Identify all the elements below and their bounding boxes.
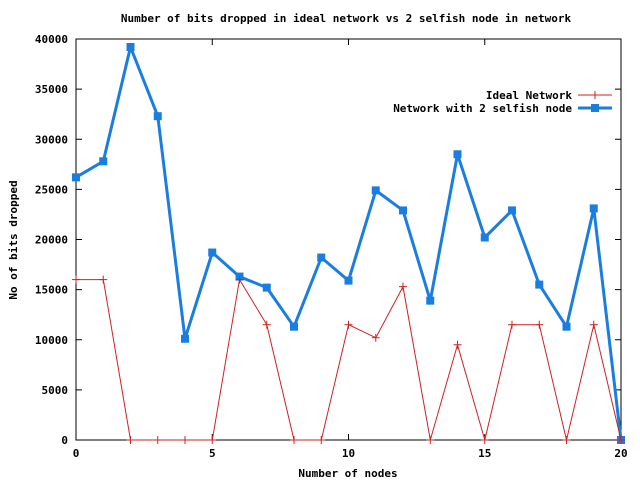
data-point-plus (589, 320, 598, 329)
data-point-plus (153, 436, 162, 444)
data-point-plus (617, 436, 625, 444)
y-tick-label: 5000 (42, 384, 69, 397)
data-point-plus (235, 275, 244, 284)
data-point-plus (317, 436, 326, 444)
y-tick-label: 40000 (35, 33, 68, 46)
data-point-square (371, 186, 380, 195)
series-layer (72, 43, 625, 444)
x-tick-label: 0 (73, 447, 80, 460)
data-point-plus (208, 436, 217, 444)
data-point-square (153, 112, 162, 121)
data-point-square (317, 253, 326, 262)
y-tick-label: 10000 (35, 334, 68, 347)
data-point-plus (399, 282, 407, 291)
data-point-square (589, 204, 598, 213)
data-point-square (426, 296, 435, 305)
data-point-square (591, 104, 599, 112)
legend-label: Network with 2 selfish node (393, 102, 572, 115)
data-point-plus (480, 436, 489, 444)
series-line (76, 279, 622, 441)
data-point-plus (535, 320, 544, 329)
data-point-square (399, 206, 407, 215)
x-tick-label: 5 (209, 447, 216, 460)
data-point-plus (344, 320, 353, 329)
chart-title: Number of bits dropped in ideal network … (121, 12, 572, 25)
data-point-plus (72, 275, 80, 284)
data-point-plus (453, 340, 462, 349)
data-point-plus (371, 333, 380, 342)
data-point-square (126, 43, 135, 52)
x-tick-label: 10 (342, 447, 355, 460)
data-point-plus (562, 436, 571, 444)
data-point-square (99, 157, 108, 166)
series-network-with-2-selfish-node (72, 43, 625, 444)
y-tick-label: 20000 (35, 234, 68, 247)
y-axis-label: No of bits dropped (7, 180, 20, 299)
data-point-square (453, 150, 462, 159)
data-point-plus (262, 320, 271, 329)
series-ideal-network (72, 275, 625, 444)
data-point-plus (426, 436, 435, 444)
data-point-square (290, 322, 298, 331)
data-point-plus (181, 436, 189, 444)
data-point-square (262, 283, 271, 292)
data-point-square (208, 248, 217, 257)
data-point-square (508, 206, 516, 215)
x-axis-label: Number of nodes (298, 467, 397, 480)
data-point-plus (290, 436, 298, 444)
data-point-plus (508, 320, 516, 329)
axis-ticks: 0 5000 10000 15000 20000 25000 30000 35000 40000… (35, 33, 628, 460)
data-point-plus (126, 436, 135, 444)
data-point-plus (99, 275, 108, 284)
data-point-square (344, 276, 353, 285)
y-tick-label: 0 (61, 434, 68, 447)
x-tick-label: 20 (614, 447, 627, 460)
y-tick-label: 30000 (35, 133, 68, 146)
x-tick-label: 15 (478, 447, 491, 460)
data-point-square (181, 334, 189, 343)
data-point-square (562, 322, 571, 331)
data-point-plus (591, 91, 599, 99)
y-tick-label: 35000 (35, 83, 68, 96)
data-point-square (72, 173, 80, 182)
y-tick-label: 15000 (35, 284, 68, 297)
data-point-square (480, 233, 489, 242)
y-tick-label: 25000 (35, 183, 68, 196)
legend-label: Ideal Network (486, 89, 572, 102)
data-point-square (535, 280, 544, 289)
